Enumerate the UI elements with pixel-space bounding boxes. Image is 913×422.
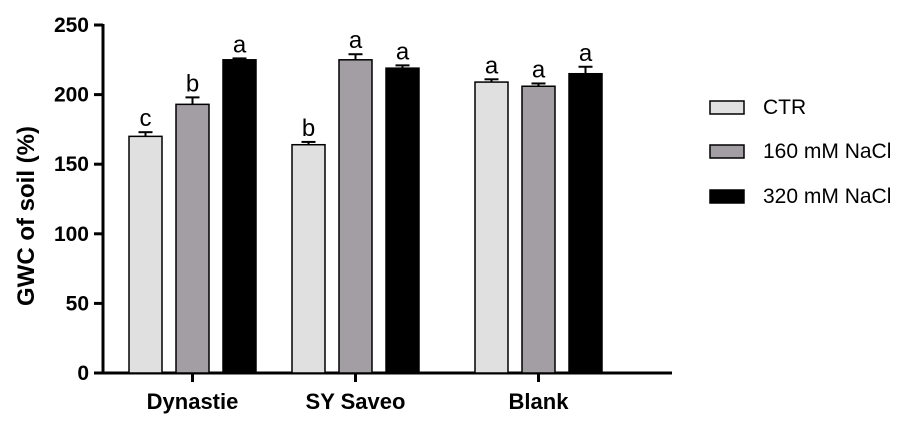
labels: c b a b a a a a a: [140, 27, 593, 142]
y-tick-label: 0: [77, 362, 89, 385]
legend-swatch: [709, 100, 745, 115]
bar: [568, 72, 603, 374]
significance-letter: b: [186, 70, 199, 97]
significance-letter: a: [233, 31, 247, 58]
axes: 0 50 100 150 200 250 Dynastie SY Saveo Blank: [54, 14, 672, 414]
significance-letter: c: [140, 105, 152, 132]
significance-letter: a: [579, 40, 593, 67]
x-tick-label: SY Saveo: [306, 389, 406, 414]
legend-label: 320 mM NaCl: [763, 185, 891, 208]
y-tick-label: 50: [66, 292, 89, 315]
bar: [222, 59, 257, 374]
x-tick-label: Dynastie: [147, 389, 239, 414]
legend-swatch: [709, 144, 745, 159]
legend-label: CTR: [763, 96, 806, 119]
x-tick-label: Blank: [509, 389, 570, 414]
bar: [128, 135, 163, 374]
bar: [175, 103, 210, 374]
bars: [128, 53, 603, 374]
significance-letter: b: [302, 115, 315, 142]
y-tick-label: 200: [54, 84, 89, 107]
legend-swatch: [709, 189, 745, 204]
bar: [338, 59, 373, 374]
significance-letter: a: [532, 56, 546, 83]
y-tick-label: 250: [54, 14, 89, 37]
bar: [291, 143, 326, 374]
y-axis-title: GWC of soil (%): [13, 126, 40, 306]
legend-label: 160 mM NaCl: [763, 140, 891, 163]
significance-letter: a: [349, 27, 363, 54]
significance-letter: a: [485, 52, 499, 79]
significance-letter: a: [396, 38, 410, 65]
y-tick-label: 100: [54, 223, 89, 246]
y-tick-label: 150: [54, 153, 89, 176]
bar: [474, 81, 509, 374]
legend: CTR 160 mM NaCl 320 mM NaCl: [709, 96, 891, 208]
bar: [385, 67, 420, 374]
bar: [521, 85, 556, 374]
